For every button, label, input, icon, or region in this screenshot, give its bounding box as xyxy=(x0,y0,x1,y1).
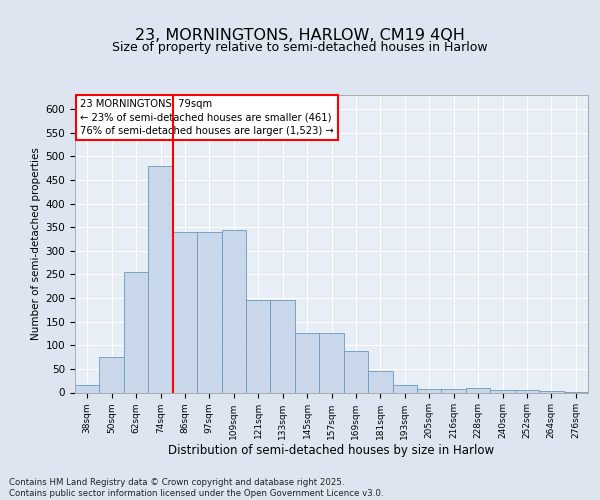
Bar xyxy=(392,386,417,392)
Bar xyxy=(75,386,100,392)
Text: 23, MORNINGTONS, HARLOW, CM19 4QH: 23, MORNINGTONS, HARLOW, CM19 4QH xyxy=(135,28,465,42)
Bar xyxy=(442,388,466,392)
Bar xyxy=(221,230,246,392)
Bar xyxy=(173,232,197,392)
Text: Size of property relative to semi-detached houses in Harlow: Size of property relative to semi-detach… xyxy=(112,41,488,54)
Bar xyxy=(368,371,392,392)
Bar xyxy=(319,334,344,392)
Bar xyxy=(490,390,515,392)
Bar xyxy=(344,351,368,393)
Text: Contains HM Land Registry data © Crown copyright and database right 2025.
Contai: Contains HM Land Registry data © Crown c… xyxy=(9,478,383,498)
Bar xyxy=(246,300,271,392)
Bar xyxy=(539,391,563,392)
Bar xyxy=(295,334,319,392)
Bar xyxy=(515,390,539,392)
Bar xyxy=(417,388,442,392)
Bar xyxy=(271,300,295,392)
Bar xyxy=(197,232,221,392)
Y-axis label: Number of semi-detached properties: Number of semi-detached properties xyxy=(31,148,41,340)
Bar xyxy=(100,357,124,392)
X-axis label: Distribution of semi-detached houses by size in Harlow: Distribution of semi-detached houses by … xyxy=(169,444,494,457)
Bar xyxy=(124,272,148,392)
Bar xyxy=(148,166,173,392)
Text: 23 MORNINGTONS: 79sqm
← 23% of semi-detached houses are smaller (461)
76% of sem: 23 MORNINGTONS: 79sqm ← 23% of semi-deta… xyxy=(80,100,334,136)
Bar xyxy=(466,388,490,392)
